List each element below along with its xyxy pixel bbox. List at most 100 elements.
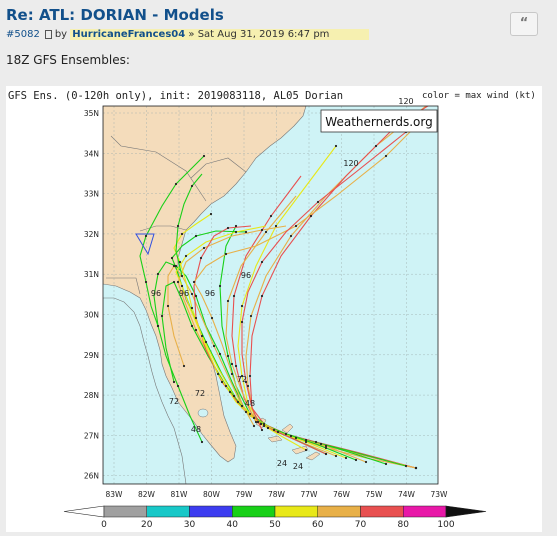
colorbar-segment <box>403 505 447 518</box>
track-point <box>224 384 228 388</box>
lat-tick-label: 35N <box>84 109 99 118</box>
track-point <box>269 214 273 218</box>
track-point <box>262 422 266 426</box>
forecast-hour-label: 24 <box>293 462 303 471</box>
lat-tick-label: 27N <box>84 431 99 440</box>
track-point <box>244 410 248 414</box>
post-icon[interactable] <box>44 29 52 39</box>
track-point <box>240 404 244 408</box>
track-point <box>240 320 244 324</box>
track-point <box>274 224 278 228</box>
track-point <box>232 294 236 298</box>
track-point <box>176 280 180 284</box>
track-point <box>172 280 176 284</box>
lon-tick-label: 81W <box>171 490 189 499</box>
track-point <box>234 364 238 368</box>
forecast-hour-label: 96 <box>205 289 215 298</box>
colorbar-segment <box>103 505 147 518</box>
track-point <box>210 316 214 320</box>
lat-tick-label: 31N <box>84 270 99 279</box>
track-point <box>204 340 208 344</box>
track-point <box>226 226 230 230</box>
ensemble-map: Weathernerds.org 83W 82W 81W 80W 79W 78W 77W 76… <box>63 97 487 530</box>
track-point <box>248 412 252 416</box>
track-point <box>304 448 308 452</box>
track-point <box>194 234 198 238</box>
quote-button[interactable]: “ <box>510 12 538 36</box>
marker-triangle <box>135 233 155 256</box>
forecast-hour-label: 72 <box>237 375 247 384</box>
track-point <box>174 264 178 268</box>
track-point <box>156 272 160 276</box>
track-point <box>260 294 264 298</box>
track-point <box>234 224 238 228</box>
track-point <box>260 428 264 432</box>
track-point <box>354 458 358 462</box>
colorbar-tick-label: 20 <box>141 520 153 530</box>
track-point <box>194 328 198 332</box>
lon-tick-label: 75W <box>366 490 384 499</box>
lat-tick-label: 29N <box>84 351 99 360</box>
lon-tick-label: 74W <box>398 490 416 499</box>
track-point <box>192 280 196 284</box>
track-point <box>304 440 308 444</box>
lon-tick-label: 83W <box>106 490 124 499</box>
track-point <box>220 380 224 384</box>
track-point <box>180 284 184 288</box>
track-point <box>170 256 174 260</box>
ensemble-track <box>193 115 427 427</box>
track-point <box>414 466 418 470</box>
track-point <box>200 334 204 338</box>
track-point <box>260 228 264 232</box>
forecast-hour-label: 48 <box>245 399 255 408</box>
track-point <box>218 284 222 288</box>
track-point <box>209 212 213 216</box>
ensemble-map-image: GFS Ens. (0-120h only), init: 2019083118… <box>6 86 542 532</box>
track-point <box>248 374 252 378</box>
forecast-hour-label: 120 <box>398 97 413 106</box>
track-point <box>202 246 206 250</box>
track-point <box>190 306 194 310</box>
author-link[interactable]: HurricaneFrances04 <box>72 28 186 40</box>
track-point <box>289 434 293 438</box>
track-point <box>176 224 180 228</box>
track-point <box>230 372 234 376</box>
forecast-hour-label: 24 <box>277 459 287 468</box>
map-land <box>103 106 307 463</box>
track-point <box>144 280 148 284</box>
colorbar-tick-label: 40 <box>227 520 239 530</box>
track-point <box>240 374 244 378</box>
track-point <box>174 182 178 186</box>
track-point <box>194 294 198 298</box>
figure-color-note: color = max wind (kt) <box>422 91 536 101</box>
track-point <box>344 456 348 460</box>
track-point <box>172 264 176 268</box>
track-point <box>294 224 298 228</box>
post-title[interactable]: Re: ATL: DORIAN - Models <box>6 6 224 24</box>
track-point <box>374 144 378 148</box>
lat-tick-label: 32N <box>84 230 99 239</box>
lat-tick-label: 30N <box>84 311 99 320</box>
track-point <box>252 424 256 428</box>
track-point <box>199 256 203 260</box>
colorbar-tick-label: 0 <box>101 520 107 530</box>
forecast-hour-label: 72 <box>169 397 179 406</box>
track-point <box>266 426 270 430</box>
figure-header: GFS Ens. (0-120h only), init: 2019083118… <box>8 90 344 102</box>
ensemble-track <box>175 173 203 277</box>
post-number-link[interactable]: #5082 <box>6 28 40 40</box>
forecast-hour-label: 120 <box>343 159 358 168</box>
track-point <box>249 314 253 318</box>
watermark: Weathernerds.org <box>325 115 432 129</box>
lon-tick-label: 78W <box>268 490 286 499</box>
track-point <box>324 452 328 456</box>
track-point <box>256 420 260 424</box>
track-point <box>252 416 256 420</box>
lat-tick-label: 26N <box>84 472 99 481</box>
lon-tick-label: 82W <box>138 490 156 499</box>
lon-tick-label: 80W <box>203 490 221 499</box>
track-point <box>260 260 264 264</box>
track-point <box>334 144 338 148</box>
track-point <box>316 200 320 204</box>
